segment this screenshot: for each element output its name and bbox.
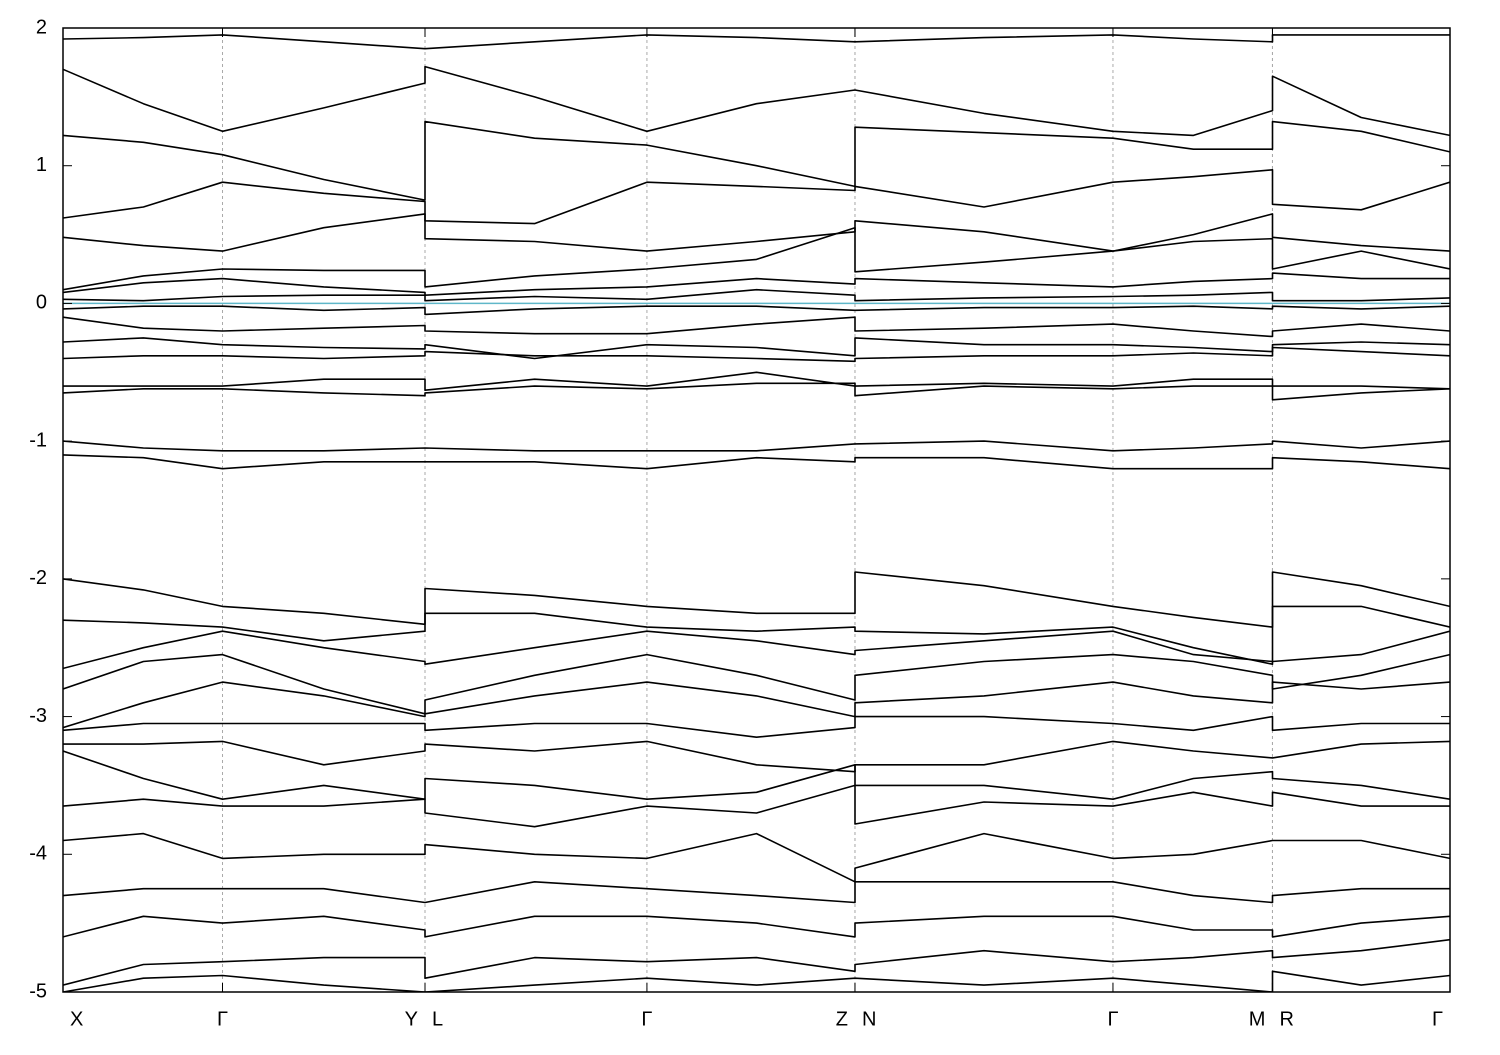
band: [63, 605, 1450, 665]
band: [63, 316, 1450, 338]
y-tick-label: 0: [36, 292, 47, 314]
axes: -5 -4 -3 -2 -1 0 1 2 X Γ Y L Γ Z N Γ M R Γ: [29, 16, 1451, 1030]
band: [63, 653, 1450, 715]
x-tick-label: Y: [405, 1008, 418, 1030]
x-tick-label: Γ: [217, 1008, 228, 1030]
bands: [63, 34, 1450, 992]
y-tick-label: -4: [29, 843, 47, 865]
band: [63, 169, 1450, 225]
band: [63, 970, 1450, 992]
y-tick-label: 1: [36, 154, 47, 176]
band: [63, 305, 1450, 316]
x-tick-label: L: [432, 1008, 443, 1030]
x-tick-label: N: [862, 1008, 876, 1030]
x-tick-label: Z: [836, 1008, 848, 1030]
y-tick-label: -2: [29, 567, 47, 589]
x-tick-label: Γ: [1432, 1008, 1443, 1030]
band: [63, 832, 1450, 883]
band: [63, 938, 1450, 986]
band: [63, 750, 1450, 800]
band: [63, 454, 1450, 470]
band: [63, 630, 1450, 670]
band: [63, 34, 1450, 50]
band: [63, 288, 1450, 302]
band: [63, 213, 1450, 252]
band: [63, 784, 1450, 828]
band: [63, 715, 1450, 738]
band: [63, 382, 1450, 401]
band: [63, 915, 1450, 938]
band: [63, 120, 1450, 201]
band: [63, 740, 1450, 773]
band: [63, 371, 1450, 391]
y-tick-label: 2: [36, 16, 47, 38]
x-tick-label: Γ: [641, 1008, 652, 1030]
band: [63, 681, 1450, 729]
band: [63, 881, 1450, 904]
y-tick-label: -5: [29, 980, 47, 1002]
band: [63, 226, 1450, 291]
plot-frame: [62, 27, 1451, 993]
x-tick-label: M: [1249, 1008, 1266, 1030]
y-tick-label: -1: [29, 429, 47, 451]
x-tick-label: X: [70, 1008, 83, 1030]
band: [63, 440, 1450, 452]
y-tick-label: -3: [29, 705, 47, 727]
band: [63, 272, 1450, 296]
x-tick-label: R: [1279, 1008, 1293, 1030]
x-tick-label: Γ: [1107, 1008, 1118, 1030]
band: [63, 346, 1450, 363]
band: [63, 65, 1450, 137]
